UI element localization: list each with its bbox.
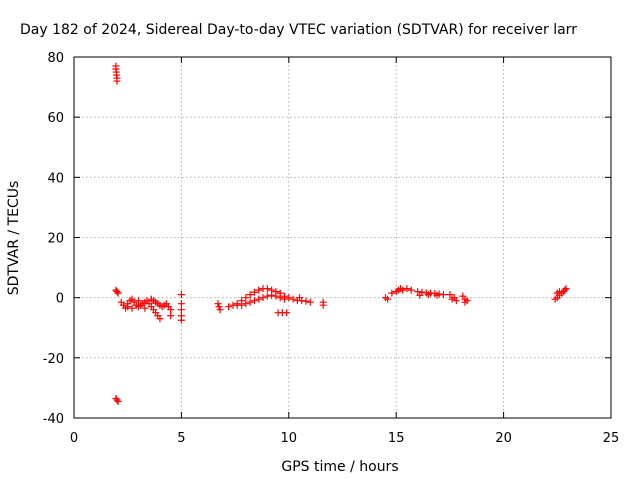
y-tick-label: 60	[47, 111, 64, 126]
y-tick-label: -40	[43, 412, 64, 427]
data-point	[439, 291, 447, 299]
data-point	[156, 315, 164, 323]
data-point	[177, 306, 185, 314]
data-point	[113, 288, 121, 296]
data-point	[283, 309, 291, 317]
y-tick-label: 0	[56, 292, 64, 307]
data-point	[250, 288, 258, 296]
data-point	[246, 291, 254, 299]
data-point	[272, 292, 280, 300]
data-point	[562, 285, 570, 293]
y-tick-label: 80	[47, 51, 64, 66]
x-tick-label: 15	[388, 431, 405, 446]
chart-title: Day 182 of 2024, Sidereal Day-to-day VTE…	[20, 22, 577, 38]
data-point	[407, 286, 415, 294]
data-point	[114, 289, 122, 297]
data-point	[414, 288, 422, 296]
data-point	[561, 286, 569, 294]
data-point	[250, 297, 258, 305]
data-point	[399, 286, 407, 294]
axis-ticks: 0 5 10 15 20 25 -40 -20 0 20 40 60 80	[43, 51, 620, 446]
data-point	[141, 304, 149, 312]
data-point	[124, 303, 132, 311]
y-axis-label: SDTVAR / TECUs	[6, 181, 22, 296]
data-point	[167, 306, 175, 314]
data-point	[388, 289, 396, 297]
data-point	[134, 297, 142, 305]
data-point	[461, 298, 469, 306]
data-point	[225, 303, 233, 311]
data-point	[276, 294, 284, 302]
x-tick-label: 25	[603, 431, 620, 446]
data-point	[285, 294, 293, 302]
data-point	[384, 295, 392, 303]
y-tick-label: 40	[47, 171, 64, 186]
x-tick-label: 10	[281, 431, 298, 446]
data-point	[268, 291, 276, 299]
data-point	[114, 397, 122, 405]
data-point	[263, 285, 271, 293]
data-point	[242, 294, 250, 302]
grid-lines	[74, 57, 611, 418]
x-axis-label: GPS time / hours	[281, 459, 398, 475]
data-point	[128, 304, 136, 312]
y-tick-label: -20	[43, 352, 64, 367]
data-point	[302, 297, 310, 305]
data-point	[113, 396, 121, 404]
x-tick-label: 20	[495, 431, 512, 446]
data-point	[555, 288, 563, 296]
x-tick-label: 0	[70, 431, 78, 446]
data-point	[167, 312, 175, 320]
data-point	[255, 295, 263, 303]
data-point	[452, 297, 460, 305]
data-point	[216, 306, 224, 314]
data-point	[259, 294, 267, 302]
y-tick-label: 20	[47, 232, 64, 247]
data-point	[263, 292, 271, 300]
data-point	[433, 291, 441, 299]
data-point	[306, 298, 314, 306]
data-point	[446, 291, 454, 299]
data-point	[177, 316, 185, 324]
data-point	[281, 295, 289, 303]
data-point	[289, 295, 297, 303]
x-tick-label: 5	[177, 431, 185, 446]
data-point	[319, 301, 327, 309]
data-point	[416, 291, 424, 299]
data-point	[255, 286, 263, 294]
data-point	[177, 291, 185, 299]
data-point	[238, 301, 246, 309]
data-point	[403, 285, 411, 293]
data-points	[112, 62, 570, 405]
data-point	[215, 303, 223, 311]
data-point	[246, 298, 254, 306]
data-point	[214, 300, 222, 308]
data-point	[113, 77, 121, 85]
data-point	[242, 300, 250, 308]
data-point	[177, 300, 185, 308]
data-point	[296, 294, 304, 302]
data-point	[424, 291, 432, 299]
